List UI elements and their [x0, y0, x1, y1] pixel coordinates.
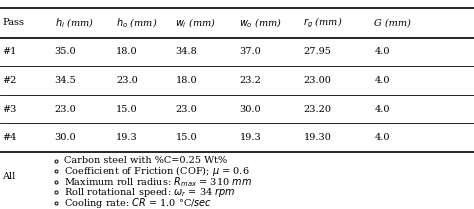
Text: $h_o$ (mm): $h_o$ (mm) [116, 16, 157, 30]
Text: Coefficient of Friction (COF); $\mu$ = 0.6: Coefficient of Friction (COF); $\mu$ = 0… [64, 164, 249, 178]
Text: 4.0: 4.0 [374, 133, 390, 142]
Text: Pass: Pass [2, 18, 24, 28]
Text: 23.2: 23.2 [239, 76, 261, 85]
Text: 23.0: 23.0 [175, 104, 197, 114]
Text: 19.3: 19.3 [239, 133, 261, 142]
Text: #1: #1 [2, 47, 17, 56]
Text: 19.3: 19.3 [116, 133, 138, 142]
Text: 15.0: 15.0 [116, 104, 138, 114]
Text: Cooling rate: $CR$ = 1.0 °C/$sec$: Cooling rate: $CR$ = 1.0 °C/$sec$ [64, 196, 212, 209]
Text: 27.95: 27.95 [303, 47, 331, 56]
Text: All: All [2, 172, 16, 181]
Text: 15.0: 15.0 [175, 133, 197, 142]
Text: 18.0: 18.0 [116, 47, 138, 56]
Text: G (mm): G (mm) [374, 18, 411, 28]
Text: 23.00: 23.00 [303, 76, 331, 85]
Text: #4: #4 [2, 133, 17, 142]
Text: 23.0: 23.0 [55, 104, 76, 114]
Text: 4.0: 4.0 [374, 104, 390, 114]
Text: 30.0: 30.0 [55, 133, 76, 142]
Text: 35.0: 35.0 [55, 47, 76, 56]
Text: Maximum roll radius: $R_{max}$ = 310 $mm$: Maximum roll radius: $R_{max}$ = 310 $mm… [64, 175, 252, 189]
Text: 37.0: 37.0 [239, 47, 261, 56]
Text: 4.0: 4.0 [374, 47, 390, 56]
Text: 18.0: 18.0 [175, 76, 197, 85]
Text: 19.30: 19.30 [303, 133, 331, 142]
Text: 34.8: 34.8 [175, 47, 197, 56]
Text: $h_i$ (mm): $h_i$ (mm) [55, 16, 94, 30]
Text: 23.20: 23.20 [303, 104, 331, 114]
Text: 4.0: 4.0 [374, 76, 390, 85]
Text: $w_i$ (mm): $w_i$ (mm) [175, 16, 216, 30]
Text: 34.5: 34.5 [55, 76, 76, 85]
Text: #2: #2 [2, 76, 17, 85]
Text: $r_g$ (mm): $r_g$ (mm) [303, 16, 343, 30]
Text: #3: #3 [2, 104, 17, 114]
Text: Roll rotational speed: $\omega_r$ = 34 $rpm$: Roll rotational speed: $\omega_r$ = 34 $… [64, 186, 236, 199]
Text: $w_o$ (mm): $w_o$ (mm) [239, 16, 283, 30]
Text: Carbon steel with %C=0.25 Wt%: Carbon steel with %C=0.25 Wt% [64, 156, 227, 166]
Text: 23.0: 23.0 [116, 76, 138, 85]
Text: 30.0: 30.0 [239, 104, 261, 114]
